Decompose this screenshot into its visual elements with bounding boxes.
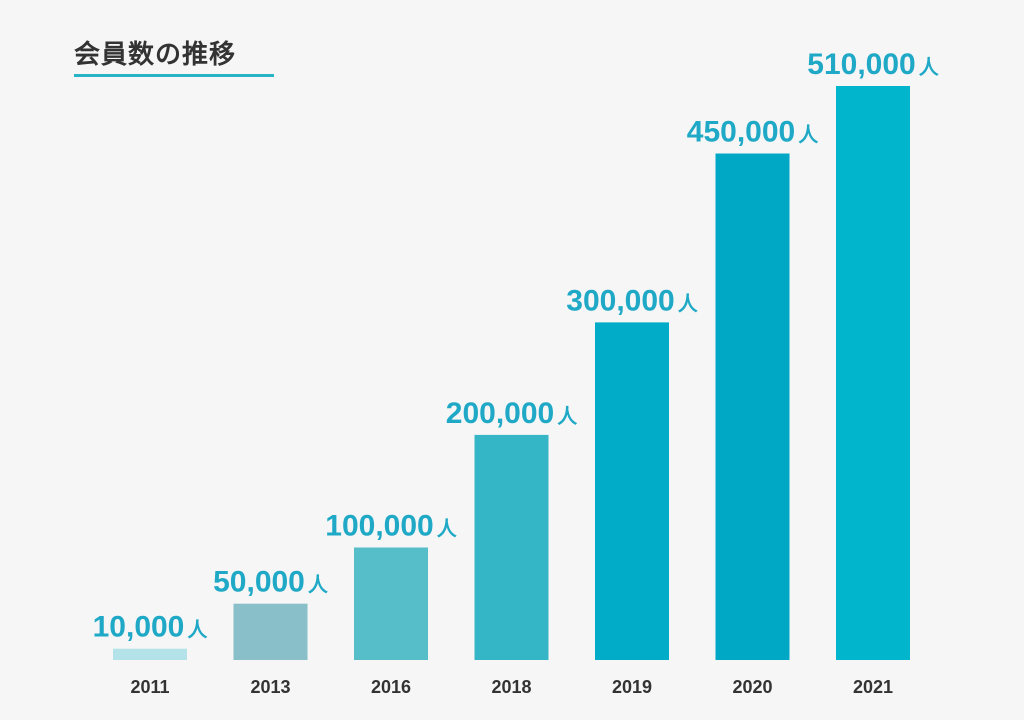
value-number: 300,000	[566, 284, 674, 317]
value-number: 100,000	[325, 510, 433, 543]
x-tick-label-2018: 2018	[491, 677, 531, 697]
x-tick-label-2013: 2013	[250, 677, 290, 697]
x-tick-label-2011: 2011	[130, 677, 169, 697]
x-tick-label-2020: 2020	[732, 677, 772, 697]
value-unit: 人	[187, 618, 208, 642]
value-unit: 人	[678, 291, 699, 315]
value-unit: 人	[437, 517, 458, 541]
bar-2011	[113, 648, 187, 660]
value-unit: 人	[557, 404, 578, 428]
value-number: 200,000	[446, 397, 554, 430]
value-label-2021: 510,000 人	[807, 48, 939, 81]
bar-2021	[836, 86, 910, 660]
value-unit: 人	[798, 123, 819, 147]
title-underline	[74, 74, 274, 77]
bar-2013	[233, 603, 308, 660]
x-tick-label-2019: 2019	[612, 677, 652, 697]
bar-2018	[474, 434, 549, 660]
value-number: 50,000	[213, 566, 305, 599]
value-number: 10,000	[93, 611, 185, 644]
bar-2019	[595, 322, 669, 660]
value-label-2020: 450,000 人	[687, 116, 819, 149]
chart-title-block: 会員数の推移	[74, 38, 274, 77]
x-tick-label-2016: 2016	[371, 677, 411, 697]
chart-title: 会員数の推移	[74, 40, 237, 70]
value-number: 450,000	[687, 116, 795, 149]
x-tick-label-2021: 2021	[853, 677, 893, 697]
value-unit: 人	[308, 573, 329, 597]
value-label-2019: 300,000 人	[566, 284, 698, 317]
value-label-2018: 200,000 人	[446, 397, 578, 430]
value-unit: 人	[919, 55, 940, 79]
value-label-2013: 50,000 人	[213, 566, 329, 599]
value-label-2016: 100,000 人	[325, 510, 457, 543]
value-label-2011: 10,000 人	[93, 611, 209, 644]
bar-2016	[354, 547, 428, 660]
value-number: 510,000	[807, 48, 915, 81]
bar-2020	[715, 153, 790, 660]
